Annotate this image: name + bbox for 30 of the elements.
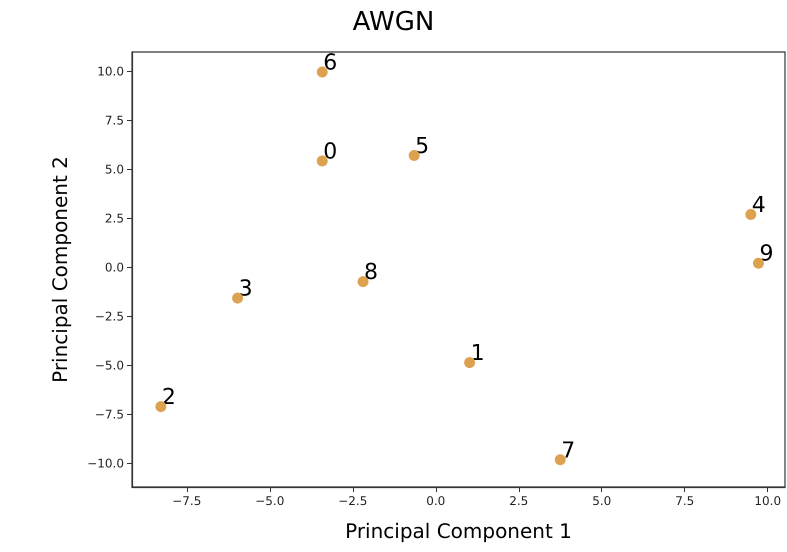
y-tick-label: −5.0 xyxy=(94,358,124,373)
y-tick-label: 5.0 xyxy=(104,162,124,177)
annotation: 9 xyxy=(759,242,774,267)
y-tick-label: 2.5 xyxy=(104,212,124,226)
x-tick-label: 10.0 xyxy=(754,494,782,508)
annotation: 2 xyxy=(162,385,176,410)
annotation: 3 xyxy=(238,276,253,302)
x-axis-title: Principal Component 1 xyxy=(345,519,572,543)
x-tick-label: −7.5 xyxy=(172,494,202,508)
x-tick-label: 0.0 xyxy=(426,494,446,508)
y-tick-label: −10.0 xyxy=(87,456,124,470)
y-axis-title: Principal Component 2 xyxy=(48,156,72,383)
annotation: 8 xyxy=(364,260,378,286)
annotation: 5 xyxy=(415,134,430,159)
y-tick-label: 10.0 xyxy=(97,64,124,79)
y-tick-label: 7.5 xyxy=(104,114,124,128)
x-tick-label: 7.5 xyxy=(675,494,694,508)
annotation: 0 xyxy=(323,139,338,164)
x-tick-label: 5.0 xyxy=(592,494,612,508)
y-tick-label: −2.5 xyxy=(94,310,124,324)
x-tick-label: 2.5 xyxy=(509,494,528,508)
annotation: 6 xyxy=(323,50,338,76)
annotation: 1 xyxy=(470,341,485,366)
chart-title: AWGN xyxy=(352,7,434,37)
x-tick-label: −2.5 xyxy=(338,494,368,508)
annotation: 4 xyxy=(752,192,766,218)
y-tick-label: −7.5 xyxy=(94,408,124,422)
annotation: 7 xyxy=(561,438,576,464)
y-tick-label: 0.0 xyxy=(104,260,124,275)
x-tick-label: −5.0 xyxy=(255,494,284,508)
